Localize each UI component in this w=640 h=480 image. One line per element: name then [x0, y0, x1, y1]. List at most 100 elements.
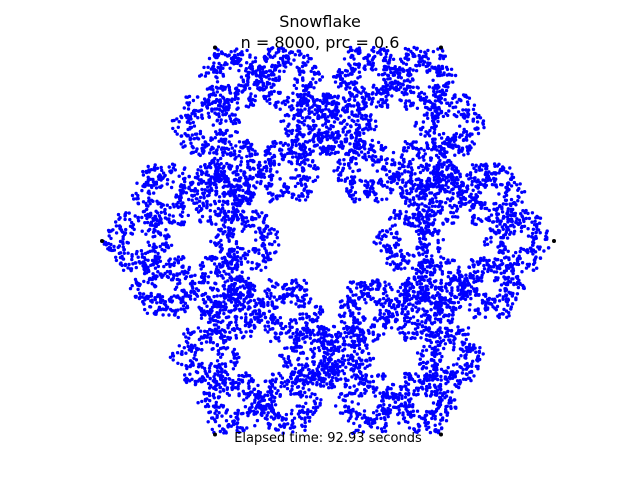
scatter-point — [251, 210, 255, 214]
scatter-point — [423, 188, 428, 193]
scatter-point — [530, 220, 534, 224]
scatter-point — [141, 210, 146, 214]
scatter-point — [167, 298, 172, 302]
scatter-point — [210, 137, 215, 141]
scatter-point — [184, 335, 188, 339]
scatter-point — [381, 296, 386, 301]
scatter-point — [267, 278, 271, 282]
scatter-point — [177, 344, 181, 348]
scatter-point — [464, 337, 468, 342]
scatter-point — [253, 424, 257, 428]
scatter-point — [218, 390, 222, 394]
scatter-point — [452, 398, 456, 402]
scatter-point — [418, 170, 423, 175]
scatter-point — [411, 289, 415, 294]
scatter-point — [390, 224, 395, 228]
scatter-point — [128, 217, 132, 222]
scatter-point — [369, 102, 374, 106]
scatter-point — [437, 64, 441, 68]
scatter-point — [312, 346, 317, 351]
scatter-point — [406, 331, 411, 335]
scatter-point — [380, 104, 384, 109]
scatter-point — [319, 336, 323, 340]
scatter-point — [383, 145, 388, 150]
scatter-point — [277, 243, 281, 247]
scatter-point — [538, 256, 543, 260]
scatter-point — [304, 401, 308, 405]
scatter-point — [408, 104, 413, 108]
scatter-point — [219, 162, 223, 166]
scatter-point — [213, 405, 217, 409]
scatter-point — [420, 385, 424, 389]
scatter-point — [432, 89, 436, 94]
scatter-point — [483, 201, 487, 205]
scatter-point — [168, 264, 172, 269]
scatter-point — [421, 62, 425, 67]
scatter-point — [517, 218, 522, 222]
scatter-point — [250, 267, 255, 271]
scatter-point — [414, 69, 419, 73]
scatter-point — [544, 234, 548, 238]
scatter-point — [384, 94, 388, 99]
scatter-point — [445, 411, 450, 415]
scatter-point — [430, 378, 435, 382]
scatter-point — [481, 352, 485, 356]
scatter-point — [207, 93, 211, 97]
scatter-point — [195, 95, 200, 99]
scatter-point — [368, 380, 372, 384]
scatter-point — [206, 381, 211, 386]
scatter-point — [283, 102, 287, 107]
scatter-point — [237, 373, 241, 378]
scatter-point — [422, 344, 426, 349]
scatter-point — [388, 81, 392, 85]
scatter-point — [240, 222, 244, 226]
scatter-point — [235, 245, 240, 250]
scatter-point — [354, 156, 358, 161]
scatter-point — [495, 224, 499, 228]
scatter-point — [222, 169, 227, 174]
scatter-point — [324, 104, 328, 108]
scatter-point — [206, 65, 210, 70]
scatter-point — [277, 69, 282, 73]
scatter-point — [229, 300, 234, 304]
scatter-point — [382, 425, 387, 430]
scatter-point — [227, 377, 231, 381]
scatter-point — [309, 297, 313, 301]
scatter-point — [141, 200, 146, 204]
scatter-point — [238, 163, 243, 167]
scatter-point — [294, 342, 298, 347]
scatter-point — [374, 67, 378, 72]
scatter-point — [213, 419, 218, 424]
scatter-point — [305, 53, 310, 58]
scatter-point — [184, 351, 188, 355]
scatter-point — [186, 107, 191, 111]
scatter-point — [201, 135, 205, 139]
scatter-point — [422, 209, 426, 213]
scatter-point — [389, 191, 393, 195]
scatter-point — [405, 52, 409, 56]
scatter-point — [482, 240, 487, 244]
scatter-point — [186, 213, 190, 218]
scatter-point — [253, 400, 257, 404]
scatter-point — [545, 237, 549, 241]
scatter-point — [441, 238, 445, 242]
scatter-point — [401, 178, 405, 182]
scatter-point — [292, 83, 296, 88]
scatter-point — [303, 420, 307, 425]
scatter-point — [445, 404, 449, 408]
scatter-point — [545, 229, 549, 233]
scatter-point — [314, 312, 318, 317]
scatter-point — [444, 201, 448, 205]
scatter-point — [277, 78, 281, 83]
scatter-point — [460, 371, 465, 375]
scatter-point — [456, 110, 461, 114]
scatter-point — [404, 107, 409, 111]
scatter-point — [430, 254, 434, 258]
scatter-point — [266, 330, 270, 334]
scatter-point — [407, 223, 411, 227]
scatter-point — [216, 233, 220, 237]
scatter-point — [482, 256, 486, 260]
scatter-point — [519, 246, 523, 251]
scatter-point — [193, 297, 197, 301]
scatter-point — [391, 57, 396, 61]
